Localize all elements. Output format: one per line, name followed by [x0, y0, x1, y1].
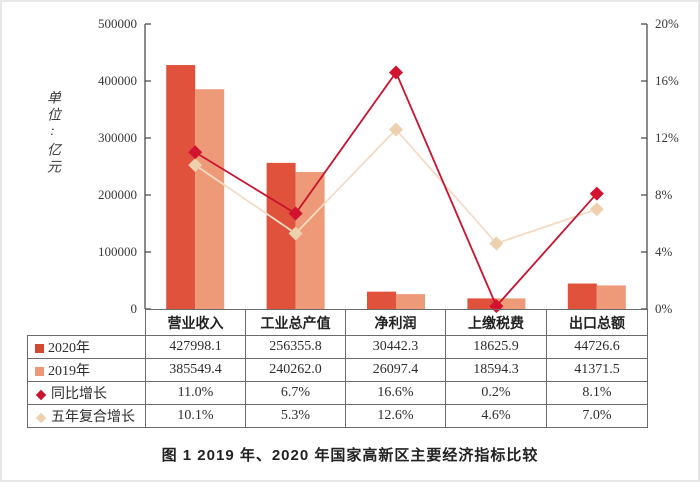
table-value-cell: 256355.8: [245, 335, 346, 359]
square-legend-icon: [35, 367, 44, 376]
diamond-legend-icon: [35, 412, 47, 424]
bar: [266, 162, 296, 309]
table-value-cell: 26097.4: [345, 358, 446, 382]
right-axis-tick-label: 20%: [655, 16, 679, 31]
bar: [496, 298, 526, 309]
bar: [467, 298, 497, 309]
left-axis-tick-label: 500000: [98, 16, 137, 31]
table-value-cell: 44726.6: [546, 335, 648, 359]
table-value-cell: 12.6%: [345, 404, 446, 428]
bar: [166, 65, 196, 310]
table-column-header: 营业收入: [145, 309, 246, 336]
table-column-header: 出口总额: [546, 309, 648, 336]
legend-label-同比增长: 同比增长: [27, 381, 146, 405]
table-value-cell: 7.0%: [546, 404, 648, 428]
left-axis-tick-label: 0: [131, 301, 138, 316]
bar: [396, 294, 425, 309]
left-axis-tick-label: 400000: [98, 73, 137, 88]
line-series-同比增长: [188, 65, 604, 314]
table-row: 五年复合增长 10.1% 5.3% 12.6% 4.6% 7.0%: [27, 404, 648, 428]
table-value-cell: 6.7%: [245, 381, 346, 405]
right-axis-tick-label: 0%: [655, 301, 673, 316]
diamond-marker: [489, 236, 504, 251]
right-axis-tick-label: 4%: [655, 244, 673, 259]
table-value-cell: 385549.4: [145, 358, 246, 382]
table-value-cell: 10.1%: [145, 404, 246, 428]
right-axis-ticks: 0% 4% 8% 12% 16% 20%: [641, 16, 679, 316]
left-axis-unit-label: 单位:亿元: [45, 90, 60, 176]
chart-data-table: 营业收入 工业总产值 净利润 上缴税费 出口总额 2020年 427998.1 256355.…: [27, 309, 648, 428]
right-axis-tick-label: 8%: [655, 187, 673, 202]
bar-series-2020年: [166, 65, 597, 310]
bar: [596, 285, 626, 309]
diamond-marker: [589, 186, 604, 201]
diamond-marker: [288, 226, 303, 241]
figure-caption: 图 1 2019 年、2020 年国家高新区主要经济指标比较: [161, 447, 539, 464]
right-axis-tick-label: 16%: [655, 73, 679, 88]
table-column-header: 上缴税费: [445, 309, 547, 336]
square-legend-icon: [35, 344, 44, 353]
diamond-marker: [288, 206, 303, 221]
table-value-cell: 18594.3: [445, 358, 547, 382]
left-axis-tick-label: 300000: [98, 130, 137, 145]
table-value-cell: 41371.5: [546, 358, 648, 382]
table-value-cell: 18625.9: [445, 335, 547, 359]
right-axis-tick-label: 12%: [655, 130, 679, 145]
diamond-legend-icon: [35, 389, 47, 401]
table-column-header: 工业总产值: [245, 309, 346, 336]
legend-label-2020年: 2020年: [27, 335, 146, 359]
bar: [367, 291, 396, 309]
axes: [144, 24, 648, 309]
diamond-marker: [389, 65, 403, 80]
table-value-cell: 5.3%: [245, 404, 346, 428]
table-value-cell: 30442.3: [345, 335, 446, 359]
table-value-cell: 16.6%: [345, 381, 446, 405]
diamond-marker: [188, 158, 203, 173]
table-row: 同比增长 11.0% 6.7% 16.6% 0.2% 8.1%: [27, 381, 648, 405]
table-value-cell: 427998.1: [145, 335, 246, 359]
left-axis-ticks: 0 100000 200000 300000 400000 500000: [98, 16, 151, 316]
table-corner-empty-cell: [27, 309, 146, 336]
table-value-cell: 240262.0: [245, 358, 346, 382]
diamond-marker: [389, 122, 403, 137]
table-row: 2019年 385549.4 240262.0 26097.4 18594.3 41371…: [27, 358, 648, 382]
bar: [567, 283, 597, 309]
bar: [295, 172, 325, 309]
legend-label-2019年: 2019年: [27, 358, 146, 382]
table-row: 2020年 427998.1 256355.8 30442.3 18625.9 44726…: [27, 335, 648, 359]
line-series-五年复合增长: [188, 122, 604, 251]
bar-series-2019年: [195, 89, 626, 309]
table-value-cell: 0.2%: [445, 381, 547, 405]
left-axis-tick-label: 200000: [98, 187, 137, 202]
diamond-marker: [589, 202, 604, 217]
left-axis-tick-label: 100000: [98, 244, 137, 259]
combo-chart: 0 100000 200000 300000 400000 500000 0% 4% 8% 12%…: [98, 16, 679, 316]
diamond-marker: [188, 145, 203, 160]
table-value-cell: 4.6%: [445, 404, 547, 428]
bar: [195, 89, 225, 309]
legend-label-五年复合增长: 五年复合增长: [27, 404, 146, 428]
table-column-header: 净利润: [345, 309, 446, 336]
table-value-cell: 8.1%: [546, 381, 648, 405]
table-value-cell: 11.0%: [145, 381, 246, 405]
